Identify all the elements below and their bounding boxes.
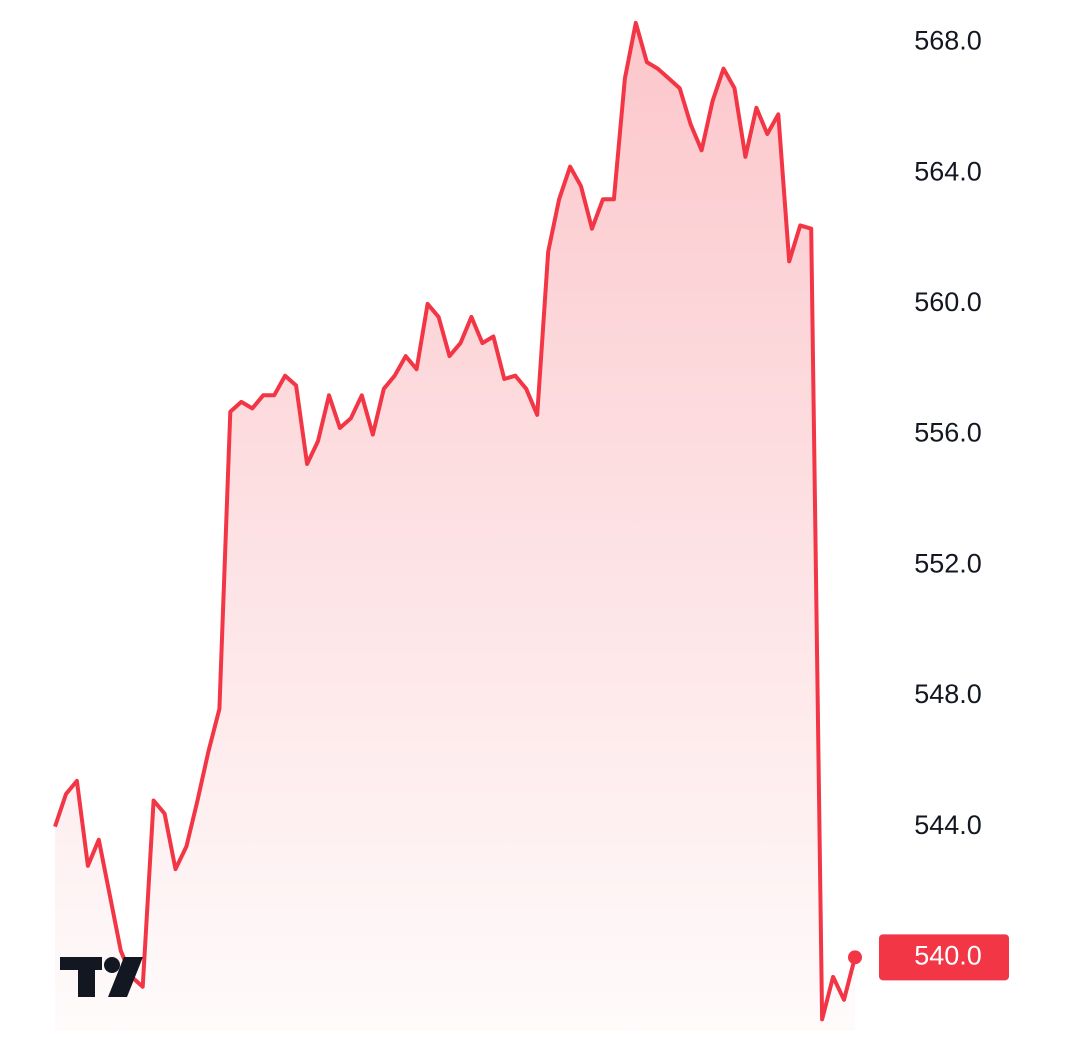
logo	[60, 957, 143, 997]
y-tick-label: 568.0	[914, 26, 982, 56]
y-tick-label: 544.0	[914, 810, 982, 840]
logo-stem	[78, 957, 95, 997]
logo-slash	[108, 957, 143, 997]
area-fill	[55, 22, 855, 1031]
y-tick-label: 556.0	[914, 418, 982, 448]
y-tick-label: 548.0	[914, 679, 982, 709]
last-point	[848, 950, 862, 965]
logo-dot	[104, 957, 120, 973]
y-tick-label: 560.0	[914, 287, 982, 317]
price-badge	[879, 934, 1009, 981]
price-badge-label: 540.0	[914, 940, 982, 970]
y-tick-label: 552.0	[914, 548, 982, 578]
price-line	[53, 20, 857, 1022]
y-tick-label: 564.0	[914, 156, 982, 186]
